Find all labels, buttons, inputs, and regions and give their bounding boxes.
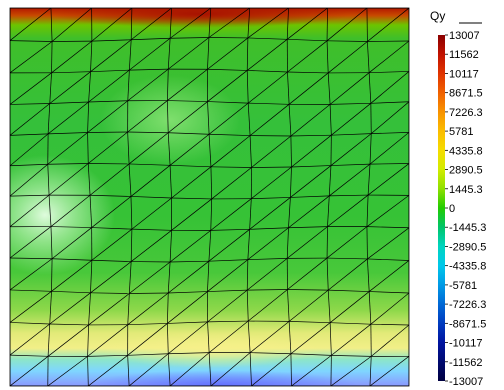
legend-label: -4335.8 (449, 261, 486, 273)
legend-label: 4335.8 (449, 145, 483, 157)
legend-label: -10117 (449, 338, 482, 350)
legend-label: 8671.5 (449, 88, 483, 100)
legend-label: 5781 (449, 126, 473, 138)
legend-label: -2890.5 (449, 241, 486, 253)
legend-label: -8671.5 (449, 318, 486, 330)
legend-label: -11562 (449, 357, 482, 369)
legend-label: 7226.3 (449, 107, 483, 119)
legend-labels: 13007 11562 10117 8671.5 7226.3 5781 4335.8 289… (445, 30, 486, 388)
legend-label: 0 (449, 203, 455, 215)
contour-plot (0, 0, 420, 390)
legend-label: 1445.3 (449, 184, 483, 196)
legend-label: -5781 (449, 280, 477, 292)
legend-title: Qy (430, 9, 445, 23)
legend-label: 13007 (449, 30, 480, 42)
legend-colorbar (438, 35, 445, 381)
legend-label: 2890.5 (449, 165, 483, 177)
legend-label: 11562 (449, 49, 479, 61)
legend-label: -13007 (449, 376, 483, 388)
legend-label: -7226.3 (449, 299, 486, 311)
legend-label: 10117 (449, 68, 479, 80)
legend-label: -1445.3 (449, 222, 486, 234)
